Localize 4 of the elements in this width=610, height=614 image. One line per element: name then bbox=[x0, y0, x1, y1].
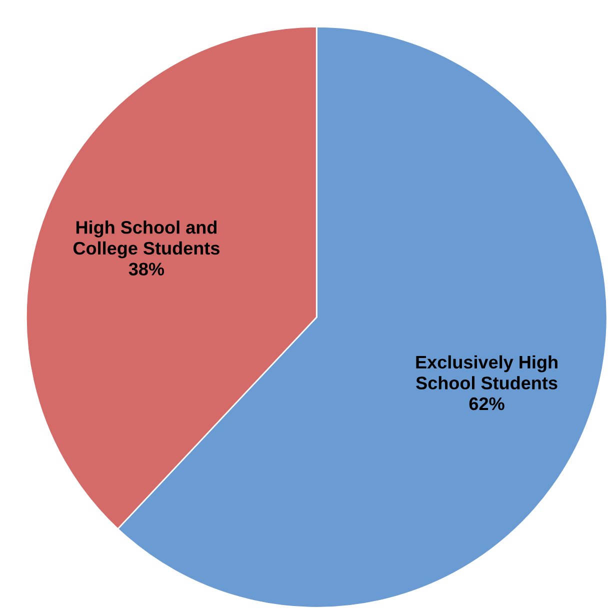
data-label: 62% bbox=[469, 397, 504, 410]
data-label: 38% bbox=[128, 262, 164, 276]
slice-label: High School and College Students bbox=[73, 220, 220, 258]
slice-label: Exclusively High School Students bbox=[416, 355, 558, 390]
